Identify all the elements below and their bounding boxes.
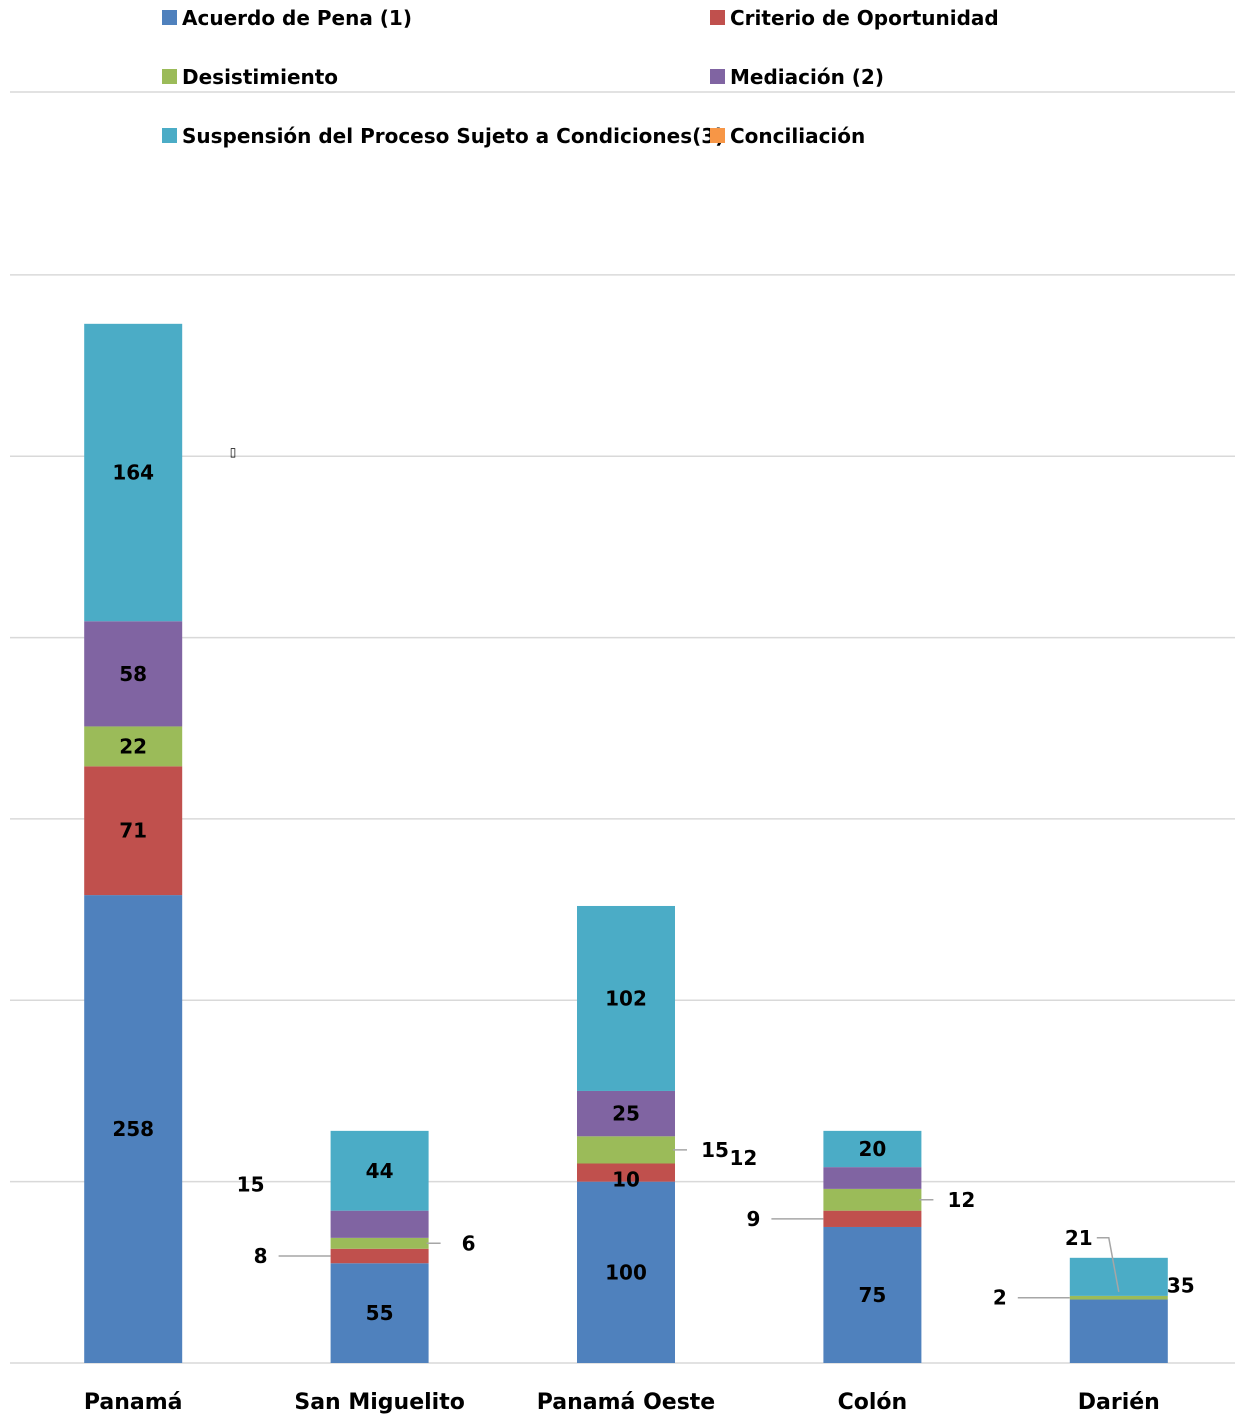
leader-lines: [278, 1149, 1120, 1299]
bar-segment: [577, 1181, 675, 1363]
bars: [84, 323, 1168, 1363]
category-label: Panamá: [84, 1390, 183, 1415]
bar-segment: [577, 1090, 675, 1137]
data-label: 6: [462, 1231, 476, 1255]
bar-segment: [84, 621, 183, 727]
bar-segment: [823, 1226, 922, 1363]
data-label: 35: [1167, 1274, 1195, 1298]
bar-segment: [84, 895, 183, 1363]
bar-segment: [330, 1237, 429, 1249]
category-label: Colón: [838, 1390, 908, 1415]
data-label: 71: [119, 819, 147, 843]
placeholder-glyph-icon: ▯: [230, 445, 237, 459]
legend-swatch: [710, 128, 725, 143]
legend-entry: Acuerdo de Pena (1): [182, 6, 412, 30]
bar-segment: [577, 1136, 675, 1164]
data-label: 12: [729, 1146, 757, 1170]
bar-segment: [84, 726, 183, 767]
data-label: 2: [993, 1286, 1007, 1310]
data-label: 58: [119, 662, 147, 686]
data-label: 12: [947, 1188, 975, 1212]
legend-entry: Criterio de Oportunidad: [730, 6, 999, 30]
data-label: 9: [746, 1207, 760, 1231]
data-label: 55: [366, 1301, 394, 1325]
leader-line: [1096, 1237, 1120, 1293]
legend-swatch: [162, 10, 177, 25]
data-label: 15: [237, 1172, 265, 1196]
legend-swatch: [710, 10, 725, 25]
data-label: 8: [254, 1244, 268, 1268]
legend-swatch: [162, 128, 177, 143]
legend-entry: Conciliación: [730, 124, 865, 148]
bar-segment: [577, 905, 675, 1091]
data-label: 20: [858, 1137, 886, 1161]
category-label: Panamá Oeste: [537, 1390, 715, 1415]
legend-swatch: [710, 69, 725, 84]
data-label: 10: [612, 1168, 640, 1192]
data-label: 164: [112, 461, 154, 485]
category-axis: Panamá San Miguelito Panamá Oeste Colón Dari…: [84, 1390, 1160, 1415]
data-label: 21: [1065, 1226, 1093, 1250]
data-label: 258: [112, 1117, 154, 1141]
data-label: 25: [612, 1102, 640, 1126]
bar-segment: [330, 1130, 429, 1211]
legend-entry: Suspensión del Proceso Sujeto a Condicio…: [182, 124, 724, 148]
category-label: San Miguelito: [294, 1390, 465, 1415]
bar-segment: [823, 1188, 922, 1211]
bar-segment: [84, 323, 183, 622]
data-label: 100: [605, 1260, 647, 1284]
data-label: 22: [119, 734, 147, 758]
bar-segment: [330, 1210, 429, 1238]
legend-entry: Desistimiento: [182, 65, 338, 89]
legend-swatch: [162, 69, 177, 84]
bar-segment: [823, 1130, 922, 1168]
data-label: 44: [366, 1159, 394, 1183]
bar-segment: [1069, 1299, 1168, 1363]
legend: Acuerdo de Pena (1) Criterio de Oportunid…: [162, 6, 999, 148]
bar-segment: [823, 1210, 922, 1227]
data-labels: 258 71 22 58 164 55 8 6 15 44 100 10 15 25 102 75 9 12 12 2…: [112, 461, 1194, 1326]
data-label: 75: [858, 1283, 886, 1307]
data-label: 102: [605, 986, 647, 1010]
bar-segment: [84, 766, 183, 896]
data-label: 15: [701, 1138, 729, 1162]
bar-segment: [577, 1163, 675, 1182]
bar-segment: [330, 1263, 429, 1363]
bar-segment: [823, 1167, 922, 1189]
bar-segment: [1069, 1295, 1168, 1300]
legend-entry: Mediación (2): [730, 65, 884, 89]
bar-segment: [330, 1248, 429, 1264]
category-label: Darién: [1078, 1390, 1160, 1415]
